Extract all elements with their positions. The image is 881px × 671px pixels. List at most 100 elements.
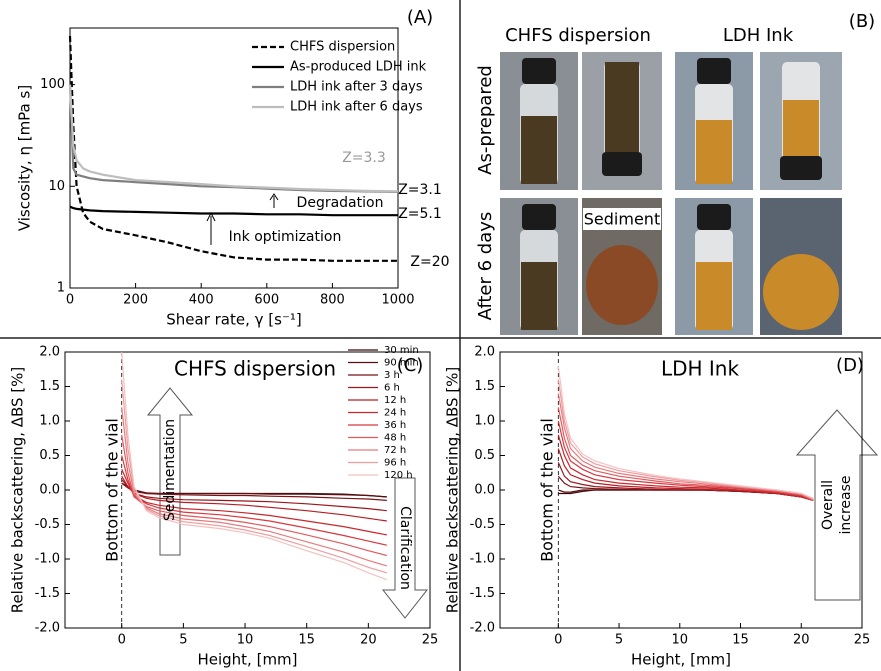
annotation: Overall (820, 480, 836, 530)
vial-liquid (783, 100, 819, 162)
series-line (557, 420, 814, 501)
vial-cap (697, 204, 731, 230)
x-axis-label: Shear rate, γ [s⁻¹] (166, 311, 301, 329)
x-tick-label: 15 (298, 633, 315, 648)
y-tick-label: -0.5 (470, 517, 495, 532)
legend-label: As-produced LDH ink (290, 60, 427, 75)
x-tick-label: 20 (793, 633, 810, 648)
legend-label: 12 h (384, 395, 406, 406)
legend-label: 6 h (384, 383, 400, 394)
vial-liquid (521, 116, 557, 184)
x-axis-label: Height, [mm] (197, 651, 297, 669)
y-tick-label: 100 (40, 77, 65, 92)
callout-box (583, 208, 661, 230)
x-tick-label: 25 (422, 633, 439, 648)
series-line (557, 365, 814, 499)
x-tick-label: 1000 (381, 293, 414, 308)
vial-liquid (696, 262, 732, 330)
chart-title: CHFS dispersion (174, 357, 336, 381)
arrow (381, 477, 429, 619)
y-tick-label: 10 (48, 179, 65, 194)
legend-label: 120 h (384, 470, 413, 481)
panel-label: (D) (836, 355, 864, 376)
x-tick-label: 5 (615, 633, 623, 648)
y-tick-label: 1.0 (39, 414, 60, 429)
annotation: Z=3.1 (398, 182, 442, 198)
x-tick-label: 600 (254, 293, 279, 308)
y-tick-label: -1.5 (470, 586, 495, 601)
row-label: After 6 days (475, 212, 496, 321)
panel-label: (B) (849, 11, 875, 32)
series-line (557, 434, 814, 501)
vial-cap (780, 156, 822, 180)
y-tick-label: 0.0 (474, 483, 495, 498)
column-label: LDH Ink (723, 25, 794, 46)
arrow (146, 387, 194, 556)
y-tick-label: 0.5 (39, 448, 60, 463)
annotation: Z=5.1 (398, 206, 442, 222)
y-tick-label: 1.0 (474, 414, 495, 429)
vial-liquid (696, 120, 732, 184)
annotation: Z=20 (410, 254, 449, 270)
vial-bottom (763, 254, 839, 330)
plot-frame (69, 27, 399, 289)
x-tick-label: 5 (179, 633, 187, 648)
legend-label: 72 h (384, 445, 406, 456)
sediment (586, 245, 658, 325)
y-tick-label: -1.5 (35, 586, 60, 601)
annotation: Bottom of the vial (538, 418, 557, 562)
series-line (121, 351, 388, 581)
series-line (557, 448, 814, 501)
legend-label: LDH ink after 6 days (290, 100, 423, 115)
y-axis-label: Relative backscattering, ΔBS [%] (444, 367, 462, 614)
series-line (68, 84, 399, 193)
x-tick-label: 20 (360, 633, 377, 648)
panel-label: (C) (397, 355, 424, 376)
series-line (121, 379, 387, 574)
y-tick-label: 2.0 (474, 345, 495, 360)
x-tick-label: 10 (672, 633, 689, 648)
row-label: As-prepared (475, 65, 496, 175)
arrow (206, 211, 216, 245)
series-line (557, 407, 814, 501)
series-line (121, 407, 387, 567)
callout: Sediment (584, 210, 660, 229)
legend-label: 3 h (384, 370, 400, 381)
y-axis-label: Viscosity, η [mPa s] (16, 85, 34, 231)
arrow (269, 193, 279, 208)
y-tick-label: 1.5 (39, 379, 60, 394)
vial-liquid (605, 62, 639, 152)
annotation: Sedimentation (162, 419, 178, 521)
y-tick-label: 2.0 (39, 345, 60, 360)
x-axis-label: Height, [mm] (631, 651, 731, 669)
vial-cap (522, 58, 556, 84)
x-tick-label: 400 (189, 293, 214, 308)
x-tick-label: 200 (123, 293, 148, 308)
annotation: Z=3.3 (342, 150, 386, 166)
x-tick-label: 0 (66, 293, 74, 308)
legend-label: 96 h (384, 458, 406, 469)
photo-panel: (B) CHFS dispersion LDH Ink As-prepared … (475, 11, 875, 335)
y-axis-label: Relative backscattering, ΔBS [%] (9, 367, 27, 614)
legend-label: 90 min (384, 358, 419, 369)
y-tick-label: -1.0 (35, 552, 60, 567)
annotation: Ink optimization (229, 229, 342, 245)
annotation: Clarification (397, 506, 413, 590)
series-line (121, 434, 387, 557)
y-tick-label: -0.5 (35, 517, 60, 532)
x-tick-label: 0 (554, 633, 562, 648)
annotation: increase (838, 475, 854, 534)
vial-cap (522, 204, 556, 230)
x-tick-label: 10 (237, 633, 254, 648)
series-line (68, 36, 398, 262)
x-tick-label: 15 (732, 633, 749, 648)
x-tick-label: 800 (320, 293, 345, 308)
y-tick-label: 1.5 (474, 379, 495, 394)
arrow (795, 409, 879, 601)
legend-label: CHFS dispersion (290, 40, 395, 55)
annotation: Bottom of the vial (103, 418, 122, 562)
legend-label: 30 min (384, 345, 419, 356)
vial-cap (697, 58, 731, 84)
